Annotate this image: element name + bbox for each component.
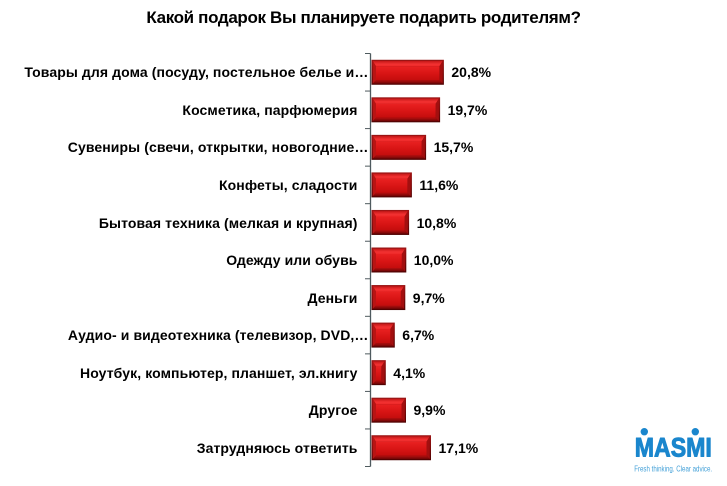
svg-text:MASMI: MASMI bbox=[635, 433, 712, 463]
svg-text:Fresh thinking. Clear advice.: Fresh thinking. Clear advice. bbox=[634, 465, 712, 474]
